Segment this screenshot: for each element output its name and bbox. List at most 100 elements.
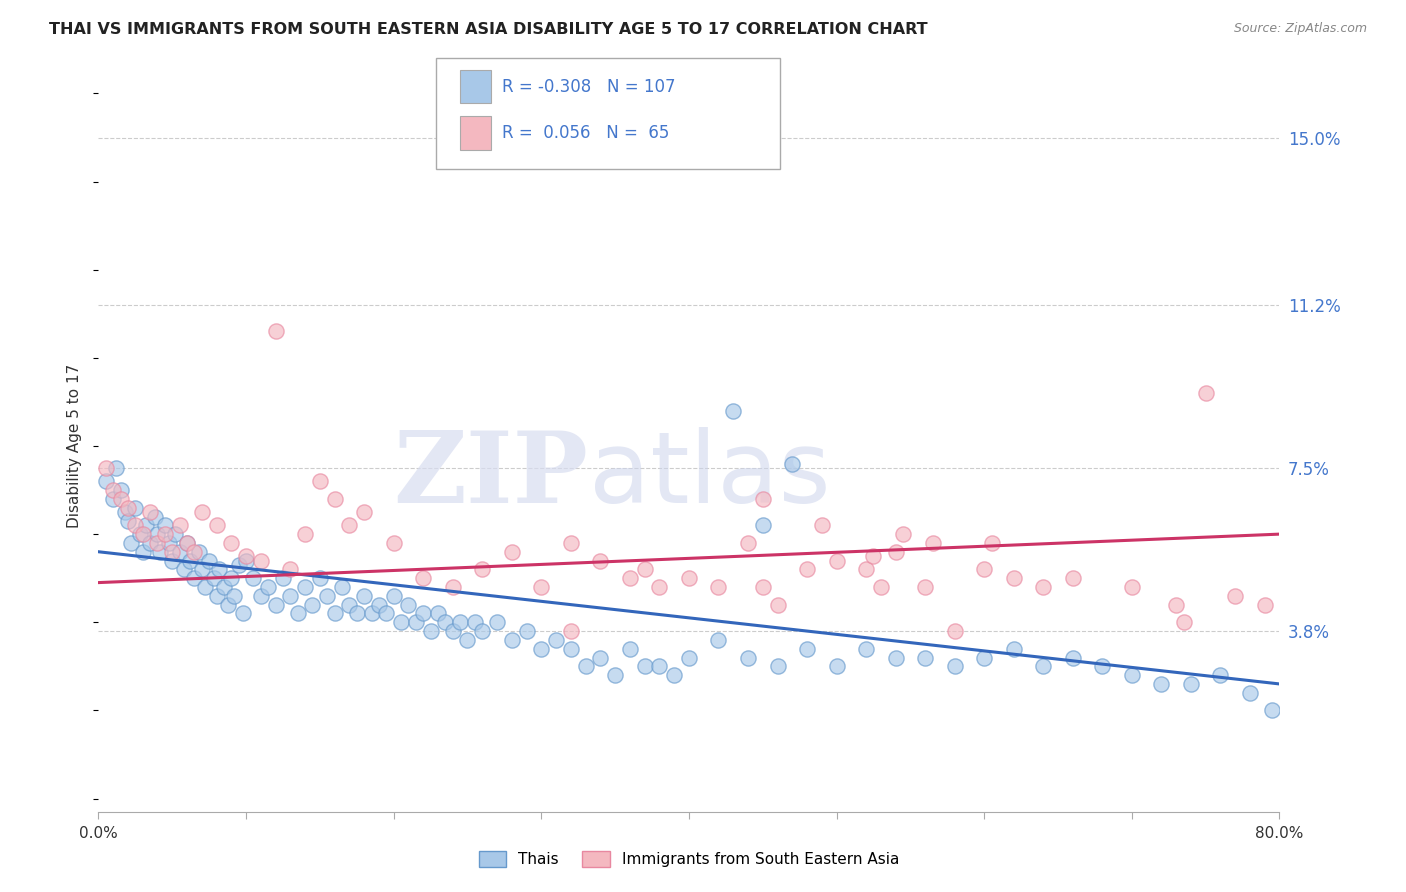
Point: [914, 650, 936, 665]
Point: [301, 598, 323, 612]
Point: [560, 624, 582, 638]
Point: [124, 500, 146, 515]
Point: [1121, 580, 1143, 594]
Point: [530, 641, 553, 656]
Point: [1150, 677, 1173, 691]
Point: [412, 607, 434, 621]
Point: [752, 518, 775, 533]
Point: [884, 545, 907, 559]
Point: [264, 325, 287, 339]
Point: [1166, 598, 1188, 612]
Point: [135, 518, 157, 533]
Point: [169, 518, 191, 533]
Point: [1121, 668, 1143, 682]
Point: [441, 624, 464, 638]
Point: [419, 624, 441, 638]
Point: [412, 571, 434, 585]
Point: [110, 491, 132, 506]
Point: [457, 632, 479, 647]
Point: [973, 562, 995, 576]
Point: [264, 598, 287, 612]
Point: [205, 589, 228, 603]
Point: [323, 491, 346, 506]
Point: [143, 509, 166, 524]
Point: [105, 461, 128, 475]
Point: [103, 491, 125, 506]
Point: [471, 624, 494, 638]
Point: [427, 607, 450, 621]
Point: [212, 580, 235, 594]
Point: [811, 518, 834, 533]
Point: [1209, 668, 1232, 682]
Point: [217, 598, 239, 612]
Point: [501, 632, 523, 647]
Point: [921, 536, 943, 550]
Point: [339, 598, 361, 612]
Point: [943, 624, 966, 638]
Point: [737, 536, 759, 550]
Point: [194, 580, 217, 594]
Point: [117, 500, 139, 515]
Text: Source: ZipAtlas.com: Source: ZipAtlas.com: [1233, 22, 1367, 36]
Point: [796, 641, 818, 656]
Legend: Thais, Immigrants from South Eastern Asia: Thais, Immigrants from South Eastern Asi…: [472, 846, 905, 873]
Point: [294, 527, 316, 541]
Point: [250, 553, 273, 567]
Point: [103, 483, 125, 497]
Point: [434, 615, 457, 630]
Point: [486, 615, 509, 630]
Point: [737, 650, 759, 665]
Point: [221, 536, 243, 550]
Point: [139, 505, 162, 519]
Point: [224, 589, 246, 603]
Point: [94, 475, 117, 489]
Point: [382, 536, 405, 550]
Point: [132, 527, 155, 541]
Point: [575, 659, 598, 673]
Point: [139, 536, 162, 550]
Point: [825, 553, 848, 567]
Point: [316, 589, 339, 603]
Point: [375, 607, 398, 621]
Point: [723, 403, 745, 417]
Point: [287, 607, 309, 621]
Point: [589, 553, 612, 567]
Point: [605, 668, 627, 682]
Point: [153, 527, 176, 541]
Point: [530, 580, 553, 594]
Point: [1032, 659, 1054, 673]
Point: [546, 632, 568, 647]
Point: [205, 518, 228, 533]
Point: [162, 545, 183, 559]
Text: R = -0.308   N = 107: R = -0.308 N = 107: [502, 78, 675, 95]
Point: [1062, 650, 1084, 665]
Point: [943, 659, 966, 673]
Text: R =  0.056   N =  65: R = 0.056 N = 65: [502, 124, 669, 142]
Point: [752, 491, 775, 506]
Point: [516, 624, 538, 638]
Point: [179, 553, 201, 567]
Point: [678, 650, 700, 665]
Point: [870, 580, 893, 594]
Point: [250, 589, 273, 603]
Point: [648, 659, 671, 673]
Point: [353, 589, 375, 603]
Point: [914, 580, 936, 594]
Point: [169, 545, 191, 559]
Point: [183, 545, 205, 559]
Point: [187, 545, 209, 559]
Point: [368, 598, 391, 612]
Point: [707, 580, 730, 594]
Point: [202, 571, 225, 585]
Point: [346, 607, 368, 621]
Point: [235, 549, 257, 563]
Point: [1261, 703, 1284, 717]
Point: [1002, 571, 1025, 585]
Point: [309, 475, 332, 489]
Point: [323, 607, 346, 621]
Point: [339, 518, 361, 533]
Point: [1225, 589, 1247, 603]
Point: [1002, 641, 1025, 656]
Point: [257, 580, 280, 594]
Point: [884, 650, 907, 665]
